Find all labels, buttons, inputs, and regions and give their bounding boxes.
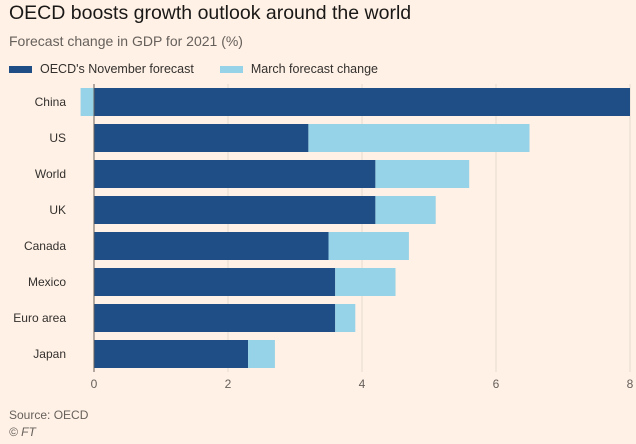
- x-tick-label-0: 0: [91, 377, 98, 391]
- bar-mexico-series-1: [335, 268, 396, 296]
- legend-swatch-november: [9, 65, 32, 73]
- chart-title: OECD boosts growth outlook around the wo…: [9, 2, 412, 24]
- legend-label-march: March forecast change: [250, 62, 378, 76]
- bar-us-series-1: [308, 124, 530, 152]
- bar-china-series-0: [94, 88, 630, 116]
- legend-swatch-march: [219, 65, 243, 73]
- y-category-label-china: China: [35, 95, 67, 109]
- x-tick-label-4: 4: [359, 377, 366, 391]
- bar-euro-area-series-1: [335, 304, 356, 332]
- bar-japan-series-0: [94, 340, 249, 368]
- bar-canada-series-0: [94, 232, 329, 260]
- x-tick-label-8: 8: [627, 377, 634, 391]
- chart-subtitle: Forecast change in GDP for 2021 (%): [9, 33, 243, 49]
- y-category-label-japan: Japan: [33, 347, 66, 361]
- y-category-label-uk: UK: [49, 203, 66, 217]
- y-category-label-mexico: Mexico: [28, 275, 66, 289]
- bar-canada-series-1: [328, 232, 409, 260]
- legend: OECD's November forecast March forecast …: [9, 62, 404, 76]
- bar-china-series-1: [80, 88, 94, 116]
- y-category-label-world: World: [35, 167, 66, 181]
- x-tick-label-6: 6: [493, 377, 500, 391]
- x-tick-label-2: 2: [225, 377, 232, 391]
- bar-japan-series-1: [248, 340, 275, 368]
- bar-uk-series-1: [375, 196, 436, 224]
- y-category-label-canada: Canada: [24, 239, 66, 253]
- source-note: Source: OECD: [9, 408, 89, 422]
- bar-mexico-series-0: [94, 268, 336, 296]
- y-category-label-euro-area: Euro area: [13, 311, 66, 325]
- bar-world-series-0: [94, 160, 376, 188]
- bar-us-series-0: [94, 124, 309, 152]
- bar-uk-series-0: [94, 196, 376, 224]
- legend-label-november: OECD's November forecast: [40, 62, 194, 76]
- credit-note: © FT: [9, 425, 36, 439]
- y-category-label-us: US: [49, 131, 66, 145]
- bar-world-series-1: [375, 160, 470, 188]
- legend-item-november: OECD's November forecast: [9, 62, 194, 76]
- bar-euro-area-series-0: [94, 304, 336, 332]
- legend-item-march: March forecast change: [219, 62, 378, 76]
